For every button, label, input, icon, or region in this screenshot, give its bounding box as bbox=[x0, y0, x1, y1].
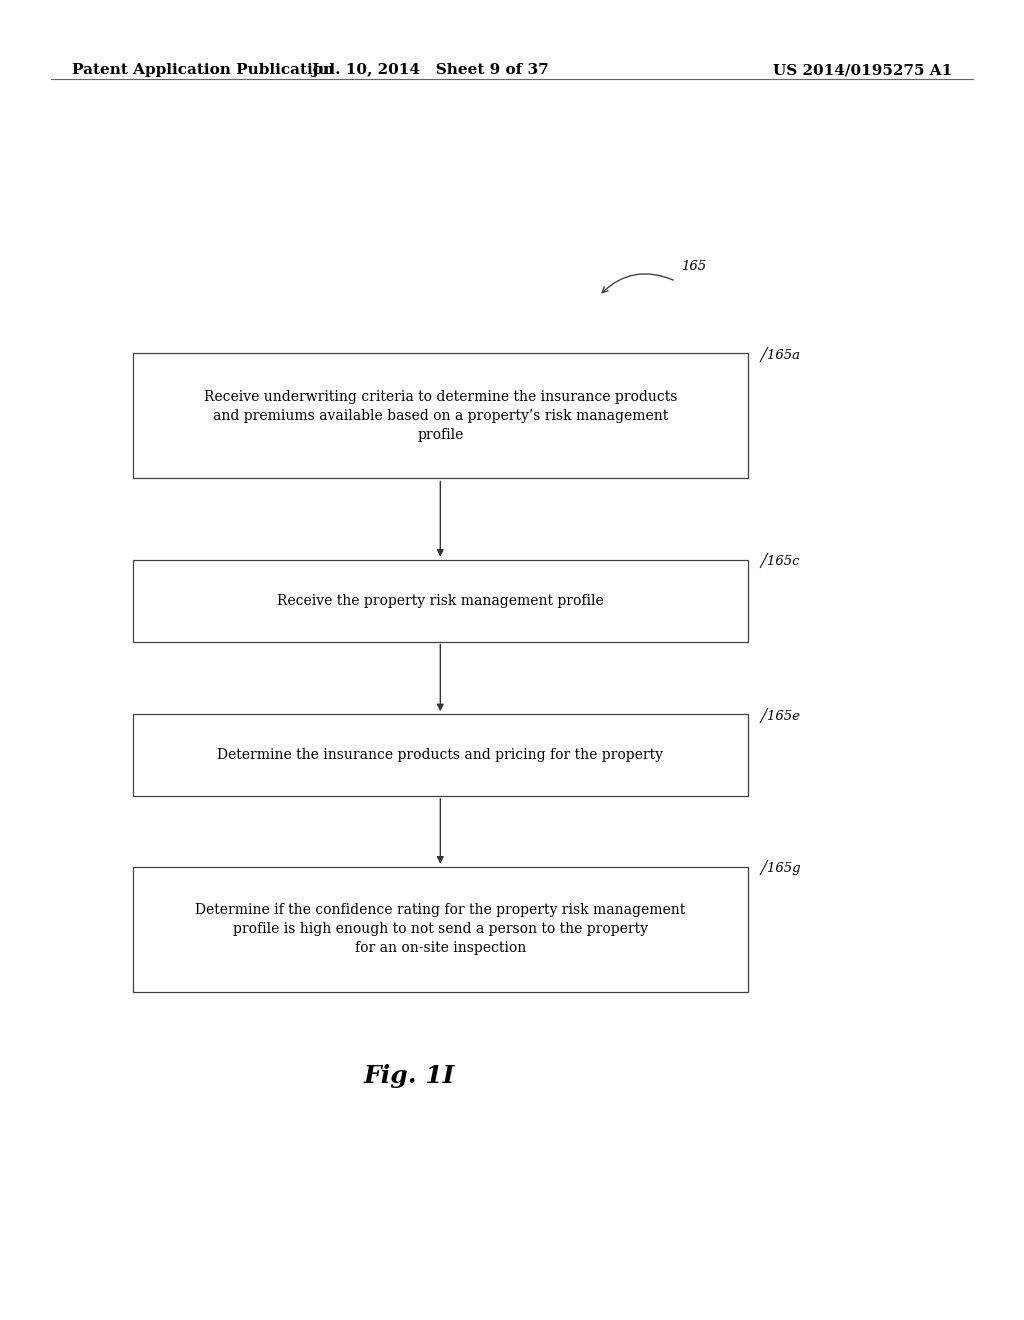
Text: ╱165g: ╱165g bbox=[760, 861, 802, 875]
FancyBboxPatch shape bbox=[133, 352, 748, 478]
Text: Receive underwriting criteria to determine the insurance products
and premiums a: Receive underwriting criteria to determi… bbox=[204, 389, 677, 442]
Text: US 2014/0195275 A1: US 2014/0195275 A1 bbox=[773, 63, 952, 78]
Text: Jul. 10, 2014   Sheet 9 of 37: Jul. 10, 2014 Sheet 9 of 37 bbox=[311, 63, 549, 78]
FancyBboxPatch shape bbox=[133, 866, 748, 993]
Text: Determine if the confidence rating for the property risk management
profile is h: Determine if the confidence rating for t… bbox=[196, 903, 685, 956]
Text: ╱165c: ╱165c bbox=[760, 553, 801, 569]
FancyBboxPatch shape bbox=[133, 714, 748, 796]
Text: Fig. 1I: Fig. 1I bbox=[364, 1064, 456, 1088]
Text: Receive the property risk management profile: Receive the property risk management pro… bbox=[276, 594, 604, 607]
Text: ╱165e: ╱165e bbox=[760, 708, 801, 723]
Text: ╱165a: ╱165a bbox=[760, 346, 801, 362]
Text: 165: 165 bbox=[681, 260, 707, 273]
Text: Determine the insurance products and pricing for the property: Determine the insurance products and pri… bbox=[217, 748, 664, 762]
FancyBboxPatch shape bbox=[133, 560, 748, 642]
Text: Patent Application Publication: Patent Application Publication bbox=[72, 63, 334, 78]
